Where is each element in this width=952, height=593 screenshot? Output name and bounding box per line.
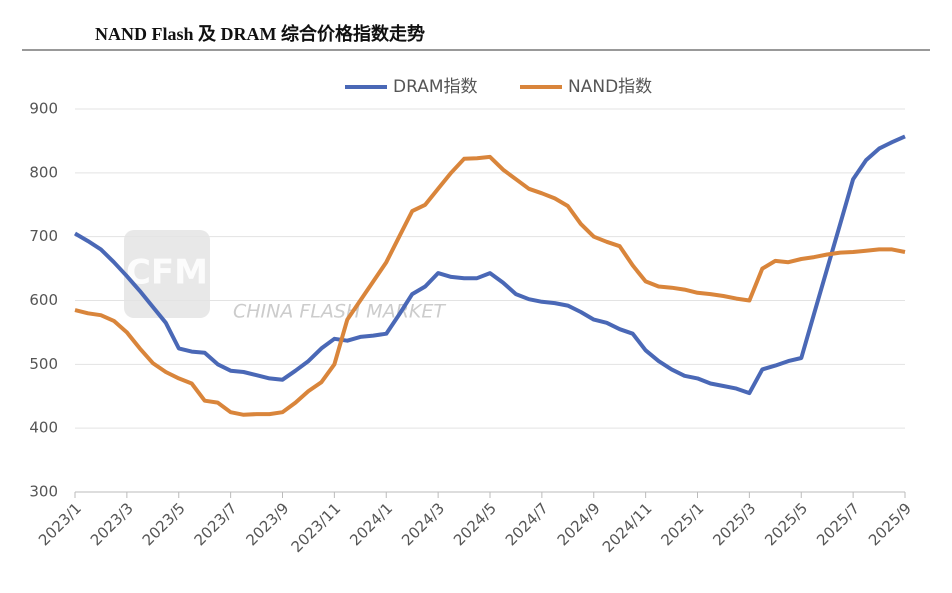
legend-label: NAND指数	[568, 77, 652, 97]
watermark-text: CHINA FLASH MARKET	[233, 301, 446, 323]
watermark-logo: CFM	[126, 253, 208, 293]
x-tick-label: 2024/1	[346, 499, 396, 549]
series-line	[73, 134, 906, 396]
y-tick-label: 300	[29, 483, 58, 501]
x-tick-label: 2024/7	[502, 499, 552, 549]
y-tick-label: 400	[29, 419, 58, 437]
x-tick-label: 2025/5	[761, 499, 811, 549]
y-tick-label: 500	[29, 355, 58, 373]
x-tick-label: 2024/11	[599, 499, 656, 556]
x-tick-label: 2024/5	[450, 499, 500, 549]
x-tick-label: 2025/7	[813, 499, 863, 549]
series-line	[74, 154, 906, 417]
x-tick-label: 2023/9	[242, 499, 292, 549]
y-tick-label: 900	[29, 100, 58, 118]
y-tick-label: 800	[29, 163, 58, 181]
y-tick-label: 700	[29, 227, 58, 245]
x-tick-label: 2023/7	[191, 499, 241, 549]
chart-title: NAND Flash 及 DRAM 综合价格指数走势	[95, 23, 425, 44]
x-tick-label: 2023/3	[87, 499, 137, 549]
x-tick-label: 2025/3	[709, 499, 759, 549]
x-tick-label: 2023/5	[139, 499, 189, 549]
x-tick-label: 2025/9	[865, 499, 915, 549]
x-tick-label: 2023/1	[35, 499, 85, 549]
legend-label: DRAM指数	[393, 77, 478, 97]
x-tick-label: 2024/3	[398, 499, 448, 549]
x-tick-label: 2023/11	[288, 499, 345, 556]
x-tick-label: 2025/1	[657, 499, 707, 549]
y-tick-label: 600	[29, 291, 58, 309]
x-tick-label: 2024/9	[554, 499, 604, 549]
